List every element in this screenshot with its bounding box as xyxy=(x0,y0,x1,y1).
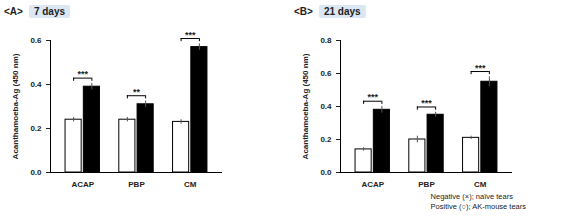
svg-text:0.6: 0.6 xyxy=(30,36,42,45)
svg-text:0.0: 0.0 xyxy=(320,168,332,177)
svg-text:***: *** xyxy=(475,63,486,73)
svg-text:CM: CM xyxy=(474,180,487,189)
html-text:Positive (○); AK-mouse tears: Positive (○); AK-mouse tears xyxy=(430,202,526,211)
svg-text:***: *** xyxy=(421,98,432,108)
svg-text:ACAP: ACAP xyxy=(71,180,94,189)
html-text:<B>: <B> xyxy=(294,5,313,17)
svg-text:0.2: 0.2 xyxy=(320,135,332,144)
svg-text:0.2: 0.2 xyxy=(30,124,42,133)
svg-text:***: *** xyxy=(77,69,88,79)
svg-text:0.4: 0.4 xyxy=(320,102,332,111)
svg-text:ACAP: ACAP xyxy=(361,180,384,189)
html-text:21 days: 21 days xyxy=(323,5,361,17)
svg-text:PBP: PBP xyxy=(418,180,435,189)
svg-text:PBP: PBP xyxy=(128,180,145,189)
svg-text:**: ** xyxy=(133,87,141,97)
html-text:Negative (×); naïve tears: Negative (×); naïve tears xyxy=(430,192,513,201)
svg-text:***: *** xyxy=(367,92,378,102)
svg-text:CM: CM xyxy=(184,180,197,189)
svg-text:0.6: 0.6 xyxy=(320,69,332,78)
html-text:<A>: <A> xyxy=(4,5,23,17)
svg-text:0.4: 0.4 xyxy=(30,80,42,89)
svg-text:***: *** xyxy=(185,30,196,40)
svg-text:Acanthamoeba-Ag (450 nm): Acanthamoeba-Ag (450 nm) xyxy=(11,53,20,159)
svg-text:0.8: 0.8 xyxy=(320,36,332,45)
svg-text:0.0: 0.0 xyxy=(30,168,42,177)
html-text:7 days: 7 days xyxy=(33,5,65,17)
svg-text:Acanthamoeba-Ag (450 nm): Acanthamoeba-Ag (450 nm) xyxy=(301,53,310,159)
